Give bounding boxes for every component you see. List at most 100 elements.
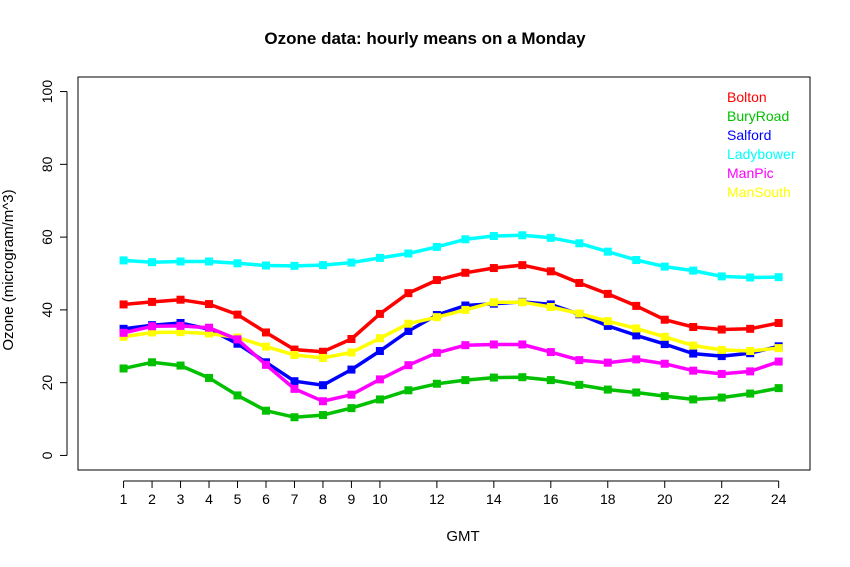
data-point-mansouth — [148, 328, 157, 337]
data-point-manpic — [205, 323, 214, 332]
data-point-buryroad — [233, 391, 242, 400]
data-point-manpic — [148, 322, 157, 331]
data-point-salford — [233, 339, 242, 348]
data-point-mansouth — [461, 305, 470, 314]
data-point-ladybower — [774, 273, 783, 282]
x-axis-label: GMT — [446, 528, 480, 545]
data-point-ladybower — [375, 253, 384, 262]
data-point-buryroad — [575, 380, 584, 389]
data-point-buryroad — [461, 376, 470, 385]
data-point-salford — [632, 331, 641, 340]
x-tick-label: 12 — [429, 491, 445, 507]
legend-item-mansouth: ManSouth — [727, 184, 791, 200]
legend-item-ladybower: Ladybower — [727, 146, 796, 162]
data-point-manpic — [318, 397, 327, 406]
x-tick-label: 10 — [372, 491, 388, 507]
data-point-buryroad — [546, 376, 555, 385]
data-point-mansouth — [205, 329, 214, 338]
x-tick-label: 14 — [486, 491, 502, 507]
x-tick-label: 24 — [771, 491, 787, 507]
data-point-bolton — [489, 264, 498, 273]
plot-frame — [77, 76, 811, 471]
data-point-mansouth — [432, 313, 441, 322]
data-point-mansouth — [261, 342, 270, 351]
data-point-salford — [660, 340, 669, 349]
series-line-buryroad — [123, 360, 780, 419]
data-point-mansouth — [404, 319, 413, 328]
data-point-ladybower — [603, 247, 612, 256]
x-tick-label: 8 — [319, 491, 327, 507]
data-point-ladybower — [233, 259, 242, 268]
data-point-mansouth — [489, 298, 498, 307]
data-point-bolton — [461, 268, 470, 277]
data-point-manpic — [489, 340, 498, 349]
data-point-salford — [603, 321, 612, 330]
data-point-manpic — [461, 341, 470, 350]
legend-item-bolton: Bolton — [727, 89, 767, 105]
data-point-manpic — [119, 328, 128, 337]
data-point-ladybower — [318, 261, 327, 270]
data-point-mansouth — [347, 348, 356, 357]
data-point-manpic — [290, 384, 299, 393]
data-point-mansouth — [176, 328, 185, 337]
data-point-buryroad — [176, 361, 185, 370]
legend: Bolton BuryRoad Salford Ladybower ManPic ManS… — [727, 89, 796, 200]
data-point-ladybower — [205, 257, 214, 266]
data-point-manpic — [375, 375, 384, 384]
data-point-manpic — [575, 356, 584, 365]
data-point-bolton — [518, 261, 527, 270]
data-point-bolton — [546, 267, 555, 276]
data-point-buryroad — [404, 386, 413, 395]
series-line-bolton — [123, 263, 780, 354]
y-axis-label: Ozone (microgram/m^3) — [0, 189, 17, 351]
data-point-ladybower — [575, 239, 584, 248]
y-tick-label: 0 — [39, 451, 55, 459]
x-tick-label: 22 — [714, 491, 730, 507]
data-point-mansouth — [546, 302, 555, 311]
data-point-salford — [689, 349, 698, 358]
y-tick-label: 100 — [39, 80, 55, 104]
data-point-buryroad — [290, 413, 299, 422]
data-point-ladybower — [404, 249, 413, 258]
data-point-buryroad — [746, 389, 755, 398]
x-tick-label: 6 — [262, 491, 270, 507]
data-point-bolton — [318, 347, 327, 356]
x-tick-label: 4 — [205, 491, 213, 507]
data-point-salford — [347, 365, 356, 374]
x-tick-label: 16 — [543, 491, 559, 507]
data-point-salford — [119, 324, 128, 333]
data-point-salford — [717, 352, 726, 361]
series-layer — [119, 231, 783, 422]
legend-item-buryroad: BuryRoad — [727, 108, 789, 124]
data-point-bolton — [689, 322, 698, 331]
x-tick-label: 7 — [291, 491, 299, 507]
data-point-ladybower — [689, 266, 698, 275]
data-point-ladybower — [546, 233, 555, 242]
data-point-mansouth — [375, 334, 384, 343]
data-point-manpic — [717, 369, 726, 378]
data-point-bolton — [233, 310, 242, 319]
data-point-manpic — [347, 390, 356, 399]
data-point-bolton — [717, 325, 726, 334]
data-point-bolton — [347, 335, 356, 343]
data-point-salford — [318, 381, 327, 390]
data-point-mansouth — [660, 332, 669, 341]
data-point-manpic — [603, 358, 612, 367]
data-point-manpic — [774, 357, 783, 366]
data-point-bolton — [774, 318, 783, 327]
data-point-manpic — [176, 321, 185, 330]
data-point-buryroad — [318, 411, 327, 420]
data-point-bolton — [205, 300, 214, 309]
x-tick-label: 2 — [148, 491, 156, 507]
data-point-ladybower — [261, 261, 270, 270]
data-point-salford — [461, 301, 470, 310]
x-tick-label: 9 — [348, 491, 356, 507]
data-point-buryroad — [518, 373, 527, 382]
data-point-buryroad — [689, 395, 698, 404]
data-point-mansouth — [774, 344, 783, 353]
data-point-buryroad — [489, 373, 498, 382]
x-tick-label: 3 — [177, 491, 185, 507]
data-point-buryroad — [432, 379, 441, 388]
